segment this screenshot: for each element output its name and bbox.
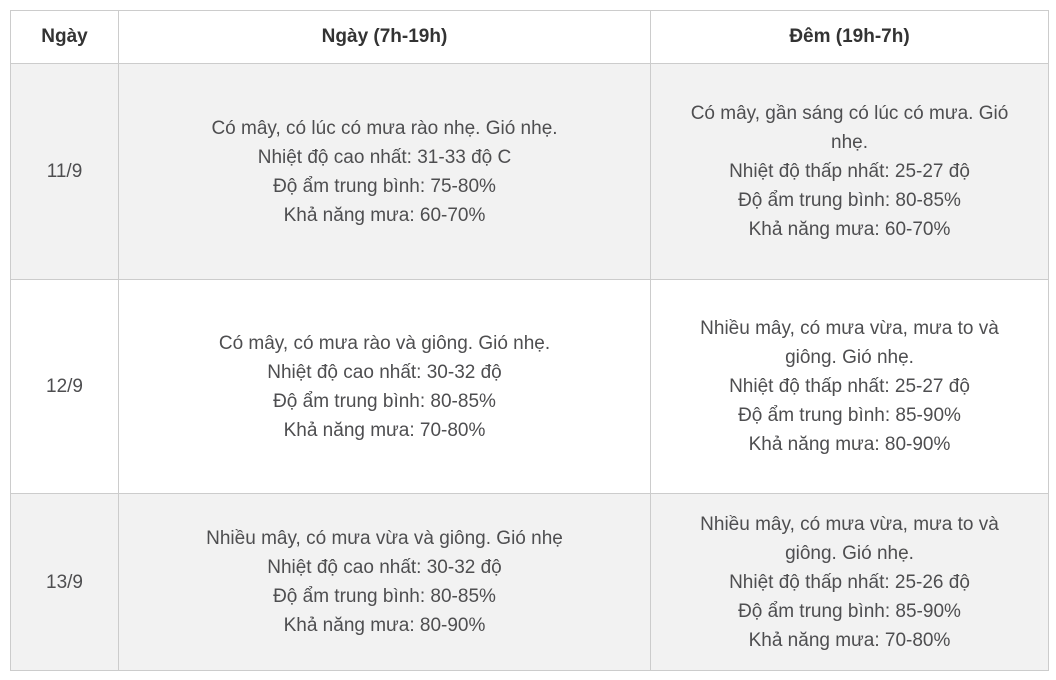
column-header-date: Ngày bbox=[10, 10, 119, 64]
forecast-line: Độ ẩm trung bình: 75-80% bbox=[273, 175, 496, 197]
table-row: 13/9 Nhiều mây, có mưa vừa và giông. Gió… bbox=[10, 493, 1049, 671]
night-forecast-cell: Nhiều mây, có mưa vừa, mưa to và giông. … bbox=[650, 493, 1049, 671]
forecast-line: Nhiệt độ cao nhất: 30-32 độ bbox=[267, 361, 502, 383]
column-header-night: Đêm (19h-7h) bbox=[650, 10, 1049, 64]
header-row: Ngày Ngày (7h-19h) Đêm (19h-7h) bbox=[10, 10, 1049, 64]
daytime-forecast-cell: Nhiều mây, có mưa vừa và giông. Gió nhẹ … bbox=[118, 493, 651, 671]
forecast-line: Khả năng mưa: 70-80% bbox=[748, 629, 951, 651]
forecast-line: Nhiệt độ cao nhất: 31-33 độ C bbox=[257, 146, 512, 168]
table-header: Ngày Ngày (7h-19h) Đêm (19h-7h) bbox=[10, 10, 1049, 64]
forecast-line: Khả năng mưa: 60-70% bbox=[283, 204, 486, 226]
date-cell: 11/9 bbox=[10, 63, 119, 280]
forecast-line: Khả năng mưa: 70-80% bbox=[283, 419, 486, 441]
forecast-line: Độ ẩm trung bình: 85-90% bbox=[738, 405, 961, 426]
forecast-line: Độ ẩm trung bình: 85-90% bbox=[738, 600, 961, 622]
forecast-line: Độ ẩm trung bình: 80-85% bbox=[738, 190, 961, 211]
daytime-forecast-cell: Có mây, có lúc có mưa rào nhẹ. Gió nhẹ. … bbox=[118, 63, 651, 280]
forecast-line: Nhiều mây, có mưa vừa và giông. Gió nhẹ bbox=[206, 528, 563, 549]
forecast-line: Nhiều mây, có mưa vừa, mưa to và giông. … bbox=[700, 513, 999, 564]
forecast-line: Độ ẩm trung bình: 80-85% bbox=[273, 586, 496, 607]
night-forecast-cell: Nhiều mây, có mưa vừa, mưa to và giông. … bbox=[650, 279, 1049, 494]
night-forecast-cell: Có mây, gần sáng có lúc có mưa. Gió nhẹ.… bbox=[650, 63, 1049, 280]
forecast-line: Độ ẩm trung bình: 80-85% bbox=[273, 390, 496, 412]
forecast-line: Có mây, có lúc có mưa rào nhẹ. Gió nhẹ. bbox=[211, 117, 558, 139]
forecast-line: Nhiệt độ cao nhất: 30-32 độ bbox=[267, 557, 502, 578]
forecast-line: Có mây, gần sáng có lúc có mưa. Gió nhẹ. bbox=[690, 103, 1009, 153]
table-row: 12/9 Có mây, có mưa rào và giông. Gió nh… bbox=[10, 279, 1049, 494]
forecast-line: Nhiệt độ thấp nhất: 25-27 độ bbox=[729, 161, 970, 182]
weather-forecast-table: Ngày Ngày (7h-19h) Đêm (19h-7h) 11/9 Có … bbox=[10, 10, 1049, 671]
table-body: 11/9 Có mây, có lúc có mưa rào nhẹ. Gió … bbox=[10, 63, 1049, 671]
daytime-forecast-cell: Có mây, có mưa rào và giông. Gió nhẹ. Nh… bbox=[118, 279, 651, 494]
date-cell: 13/9 bbox=[10, 493, 119, 671]
forecast-line: Khả năng mưa: 80-90% bbox=[748, 434, 951, 455]
table-row: 11/9 Có mây, có lúc có mưa rào nhẹ. Gió … bbox=[10, 63, 1049, 280]
column-header-daytime: Ngày (7h-19h) bbox=[118, 10, 651, 64]
forecast-line: Khả năng mưa: 60-70% bbox=[748, 219, 951, 240]
date-cell: 12/9 bbox=[10, 279, 119, 494]
forecast-line: Nhiệt độ thấp nhất: 25-27 độ bbox=[729, 376, 970, 397]
forecast-line: Nhiều mây, có mưa vừa, mưa to và giông. … bbox=[700, 318, 999, 368]
forecast-line: Khả năng mưa: 80-90% bbox=[283, 615, 486, 636]
forecast-line: Nhiệt độ thấp nhất: 25-26 độ bbox=[729, 571, 970, 593]
forecast-line: Có mây, có mưa rào và giông. Gió nhẹ. bbox=[218, 332, 551, 354]
